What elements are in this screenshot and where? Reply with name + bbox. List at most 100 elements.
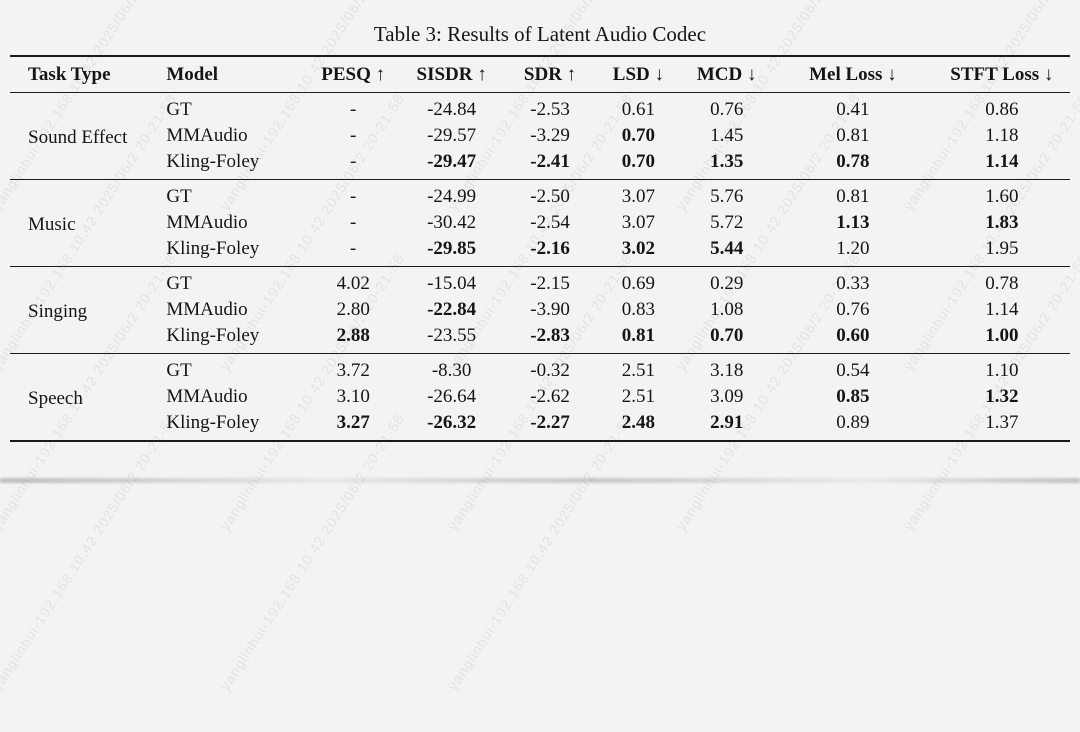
model-cell: Kling-Foley: [166, 238, 260, 259]
watermark-text: yanglinhui-192.168.10.42 2025/06/2 20-21…: [444, 410, 636, 694]
value-cell: 0.78: [836, 151, 870, 172]
value-cell: 2.91: [710, 412, 744, 433]
value-cell: 3.07: [621, 212, 655, 233]
value-cell: 1.10: [933, 353, 1070, 384]
value-cell: 1.14: [985, 299, 1019, 320]
value-cell: 5.76: [681, 179, 773, 210]
value-cell: -2.83: [530, 325, 570, 346]
value-cell: -29.85: [427, 238, 477, 259]
value-cell: 1.83: [985, 212, 1019, 233]
value-cell: -: [307, 179, 399, 210]
table-row: MMAudio - -29.57 -3.29 0.70 1.45 0.81 1.18: [10, 123, 1070, 149]
value-cell: -2.41: [530, 151, 570, 172]
value-cell: 2.51: [595, 353, 682, 384]
value-cell: 1.60: [933, 179, 1070, 210]
value-cell: 3.09: [710, 386, 744, 407]
value-cell: 1.32: [985, 386, 1019, 407]
col-header-pesq: PESQ ↑: [321, 64, 386, 85]
task-cell: Singing: [10, 266, 157, 354]
table-row: Sound Effect GT - -24.84 -2.53 0.61 0.76 0.41 0.…: [10, 92, 1070, 180]
value-cell: 5.72: [710, 212, 744, 233]
paper-page: Table 3: Results of Latent Audio Codec T…: [0, 22, 1080, 442]
value-cell: 0.78: [933, 266, 1070, 297]
model-cell: GT: [156, 92, 308, 123]
value-cell: 1.45: [710, 125, 744, 146]
value-cell: 1.13: [836, 212, 870, 233]
value-cell: -0.32: [504, 353, 596, 384]
table-row: Kling-Foley 2.88 -23.55 -2.83 0.81 0.70 0.60 1.…: [10, 323, 1070, 354]
col-header-sisdr: SISDR ↑: [416, 64, 487, 85]
value-cell: 0.81: [621, 325, 655, 346]
model-cell: GT: [156, 266, 308, 297]
watermark-text: yanglinhui-192.168.10.42 2025/06/2 20-21…: [216, 410, 408, 694]
value-cell: 1.95: [985, 238, 1019, 259]
value-cell: -26.64: [427, 386, 477, 407]
value-cell: -: [350, 238, 357, 259]
table-caption: Table 3: Results of Latent Audio Codec: [373, 22, 707, 46]
value-cell: 5.44: [710, 238, 744, 259]
value-cell: 3.10: [336, 386, 370, 407]
value-cell: 0.61: [595, 92, 682, 123]
model-cell: MMAudio: [166, 212, 248, 233]
table-row: MMAudio - -30.42 -2.54 3.07 5.72 1.13 1.83: [10, 210, 1070, 236]
value-cell: 0.81: [836, 125, 870, 146]
value-cell: -2.62: [530, 386, 570, 407]
results-table: Task Type Model PESQ ↑ SISDR ↑ SDR ↑ LSD…: [10, 55, 1070, 442]
col-header-sdr: SDR ↑: [523, 64, 577, 85]
task-cell: Music: [10, 179, 157, 267]
header-row: Task Type Model PESQ ↑ SISDR ↑ SDR ↑ LSD…: [10, 56, 1070, 93]
table-row: Kling-Foley 3.27 -26.32 -2.27 2.48 2.91 0.89 1.…: [10, 410, 1070, 441]
value-cell: -3.29: [530, 125, 570, 146]
value-cell: 0.89: [836, 412, 870, 433]
col-header-model: Model: [166, 64, 219, 85]
value-cell: 1.00: [985, 325, 1019, 346]
value-cell: -2.16: [530, 238, 570, 259]
value-cell: 2.80: [336, 299, 370, 320]
value-cell: -2.53: [504, 92, 596, 123]
value-cell: -: [350, 212, 357, 233]
col-header-stft-loss: STFT Loss ↓: [950, 64, 1054, 85]
value-cell: 1.08: [710, 299, 744, 320]
model-cell: GT: [156, 179, 308, 210]
table-body: Sound Effect GT - -24.84 -2.53 0.61 0.76 0.41 0.…: [10, 92, 1070, 441]
value-cell: 3.07: [595, 179, 682, 210]
value-cell: 0.69: [595, 266, 682, 297]
value-cell: 3.27: [336, 412, 370, 433]
model-cell: Kling-Foley: [166, 412, 260, 433]
value-cell: 0.83: [621, 299, 655, 320]
model-cell: MMAudio: [166, 125, 248, 146]
value-cell: -2.27: [530, 412, 570, 433]
value-cell: 3.02: [621, 238, 655, 259]
model-cell: Kling-Foley: [166, 325, 260, 346]
model-cell: MMAudio: [166, 299, 248, 320]
value-cell: 4.02: [307, 266, 399, 297]
model-cell: Kling-Foley: [166, 151, 260, 172]
value-cell: 2.88: [336, 325, 370, 346]
value-cell: 2.48: [621, 412, 655, 433]
value-cell: 1.37: [985, 412, 1019, 433]
table-row: Music GT - -24.99 -2.50 3.07 5.76 0.81 1.60: [10, 179, 1070, 267]
value-cell: 1.14: [985, 151, 1019, 172]
value-cell: -2.15: [504, 266, 596, 297]
table-row: MMAudio 3.10 -26.64 -2.62 2.51 3.09 0.85 1.32: [10, 384, 1070, 410]
value-cell: -26.32: [427, 412, 477, 433]
value-cell: -29.57: [427, 125, 477, 146]
value-cell: -30.42: [427, 212, 477, 233]
value-cell: 0.70: [621, 125, 655, 146]
value-cell: 0.70: [710, 325, 744, 346]
value-cell: 0.86: [933, 92, 1070, 123]
value-cell: 0.54: [772, 353, 934, 384]
value-cell: -: [350, 125, 357, 146]
value-cell: -23.55: [427, 325, 477, 346]
value-cell: 2.51: [621, 386, 655, 407]
task-cell: Speech: [10, 353, 157, 441]
col-header-lsd: LSD ↓: [612, 64, 664, 85]
value-cell: 0.60: [836, 325, 870, 346]
value-cell: -24.84: [398, 92, 505, 123]
value-cell: 0.76: [836, 299, 870, 320]
table-row: Singing GT 4.02 -15.04 -2.15 0.69 0.29 0.33 0.78: [10, 266, 1070, 354]
value-cell: -15.04: [398, 266, 505, 297]
value-cell: -3.90: [530, 299, 570, 320]
value-cell: 3.18: [681, 353, 773, 384]
model-cell: MMAudio: [166, 386, 248, 407]
